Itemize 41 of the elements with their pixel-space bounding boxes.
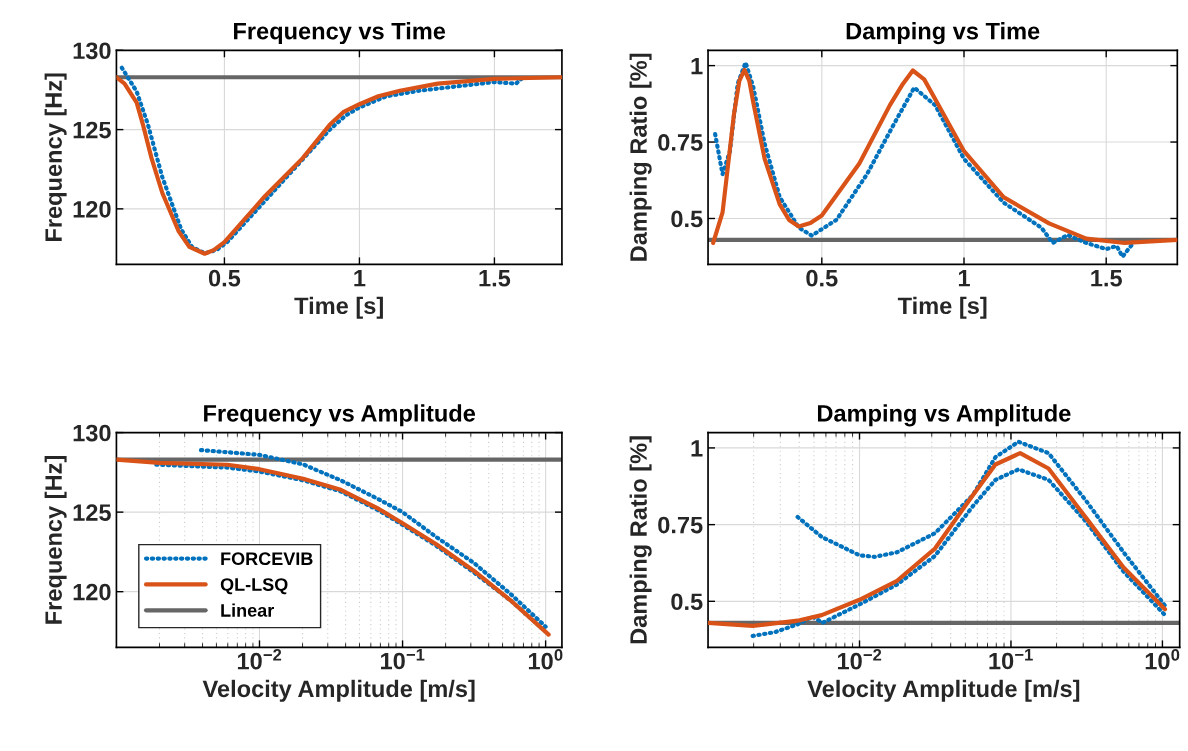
legend-label: Linear — [221, 603, 274, 617]
chart-title: Damping vs Time — [846, 22, 1040, 45]
x-tick-label: 10$^{−2}$ — [237, 649, 282, 670]
x-tick-label: 10$^{−2}$ — [837, 649, 882, 670]
x-tick-label: 1.5 — [1091, 270, 1122, 287]
y-axis-title: Frequency [Hz] — [44, 456, 67, 624]
y-axis-title: Frequency [Hz] — [44, 73, 67, 242]
x-tick-label: 1.5 — [479, 270, 511, 287]
x-axis-title: Time [s] — [294, 296, 383, 319]
x-tick-label: 10$^{−1}$ — [381, 649, 425, 670]
y-axis-title: Damping Ratio [%] — [629, 53, 652, 261]
y-tick-label: 125 — [73, 504, 111, 521]
y-tick-label: 0.75 — [658, 516, 703, 534]
chart-title: Frequency vs Time — [234, 22, 446, 45]
y-tick-label: 120 — [73, 200, 111, 218]
y-tick-label: 0.75 — [658, 134, 703, 151]
x-axis-title: Velocity Amplitude [m/s] — [807, 679, 1080, 702]
x-axis-title: Time [s] — [897, 296, 987, 319]
y-axis-title: Damping Ratio [%] — [629, 436, 652, 644]
x-tick-label: 0.5 — [806, 269, 838, 287]
y-tick-label: 1 — [691, 440, 703, 457]
x-axis-title: Velocity Amplitude [m/s] — [202, 679, 475, 702]
line-series — [713, 60, 1135, 259]
y-tick-label: 130 — [73, 42, 111, 60]
chart-title: Frequency vs Amplitude — [204, 404, 476, 427]
line-series — [711, 67, 1178, 246]
x-tick-label: 10$^{0}$ — [1145, 649, 1180, 670]
chart-title: Damping vs Amplitude — [817, 404, 1071, 427]
y-tick-label: 0.5 — [671, 210, 703, 228]
y-tick-label: 130 — [73, 424, 111, 442]
y-tick-label: 120 — [73, 583, 111, 601]
x-tick-label: 0.5 — [208, 269, 241, 287]
y-tick-label: 0.5 — [671, 593, 703, 611]
y-tick-label: 1 — [691, 57, 703, 75]
x-tick-label: 1 — [958, 270, 970, 287]
x-tick-label: 1 — [354, 270, 366, 287]
legend-label: FORCEVIB — [221, 552, 313, 566]
x-tick-label: 10$^{0}$ — [528, 649, 563, 670]
legend-label: QL-LSQ — [220, 578, 288, 595]
y-tick-label: 125 — [73, 121, 111, 139]
x-tick-label: 10$^{−1}$ — [989, 649, 1033, 670]
